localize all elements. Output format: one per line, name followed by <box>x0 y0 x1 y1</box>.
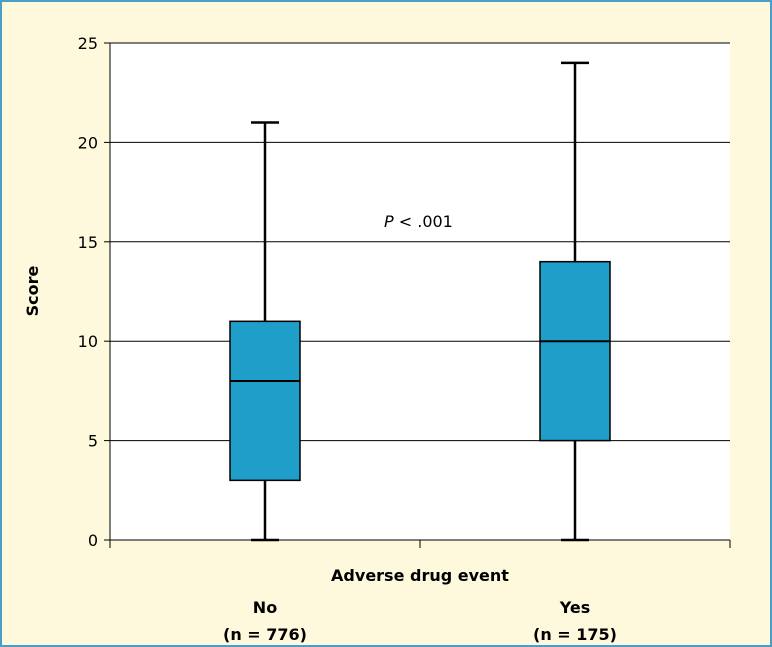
category-n-yes: (n = 175) <box>533 625 617 644</box>
y-tick-label-20: 20 <box>78 133 98 152</box>
y-tick-label-15: 15 <box>78 233 98 252</box>
category-label-yes: Yes <box>559 598 591 617</box>
y-axis-title: Score <box>23 265 42 316</box>
y-tick-labels: 0 5 10 15 20 25 <box>78 34 98 550</box>
gridlines <box>110 42 730 442</box>
category-label-no: No <box>253 598 277 617</box>
category-n-no: (n = 776) <box>223 625 307 644</box>
y-tick-label-25: 25 <box>78 34 98 53</box>
category-labels: No (n = 776) Yes (n = 175) <box>223 598 617 644</box>
p-value-text: < .001 <box>394 212 453 231</box>
x-axis-title: Adverse drug event <box>331 566 509 585</box>
interquartile-box <box>229 320 301 482</box>
interquartile-box <box>539 260 611 442</box>
axes <box>104 42 731 548</box>
y-tick-label-5: 5 <box>88 432 98 451</box>
y-tick-label-10: 10 <box>78 332 98 351</box>
box-yes <box>539 61 611 542</box>
plot-area <box>110 43 730 540</box>
y-tick-label-0: 0 <box>88 531 98 550</box>
p-value-annotation: P < .001 <box>384 212 453 231</box>
p-value-symbol: P <box>384 212 394 231</box>
